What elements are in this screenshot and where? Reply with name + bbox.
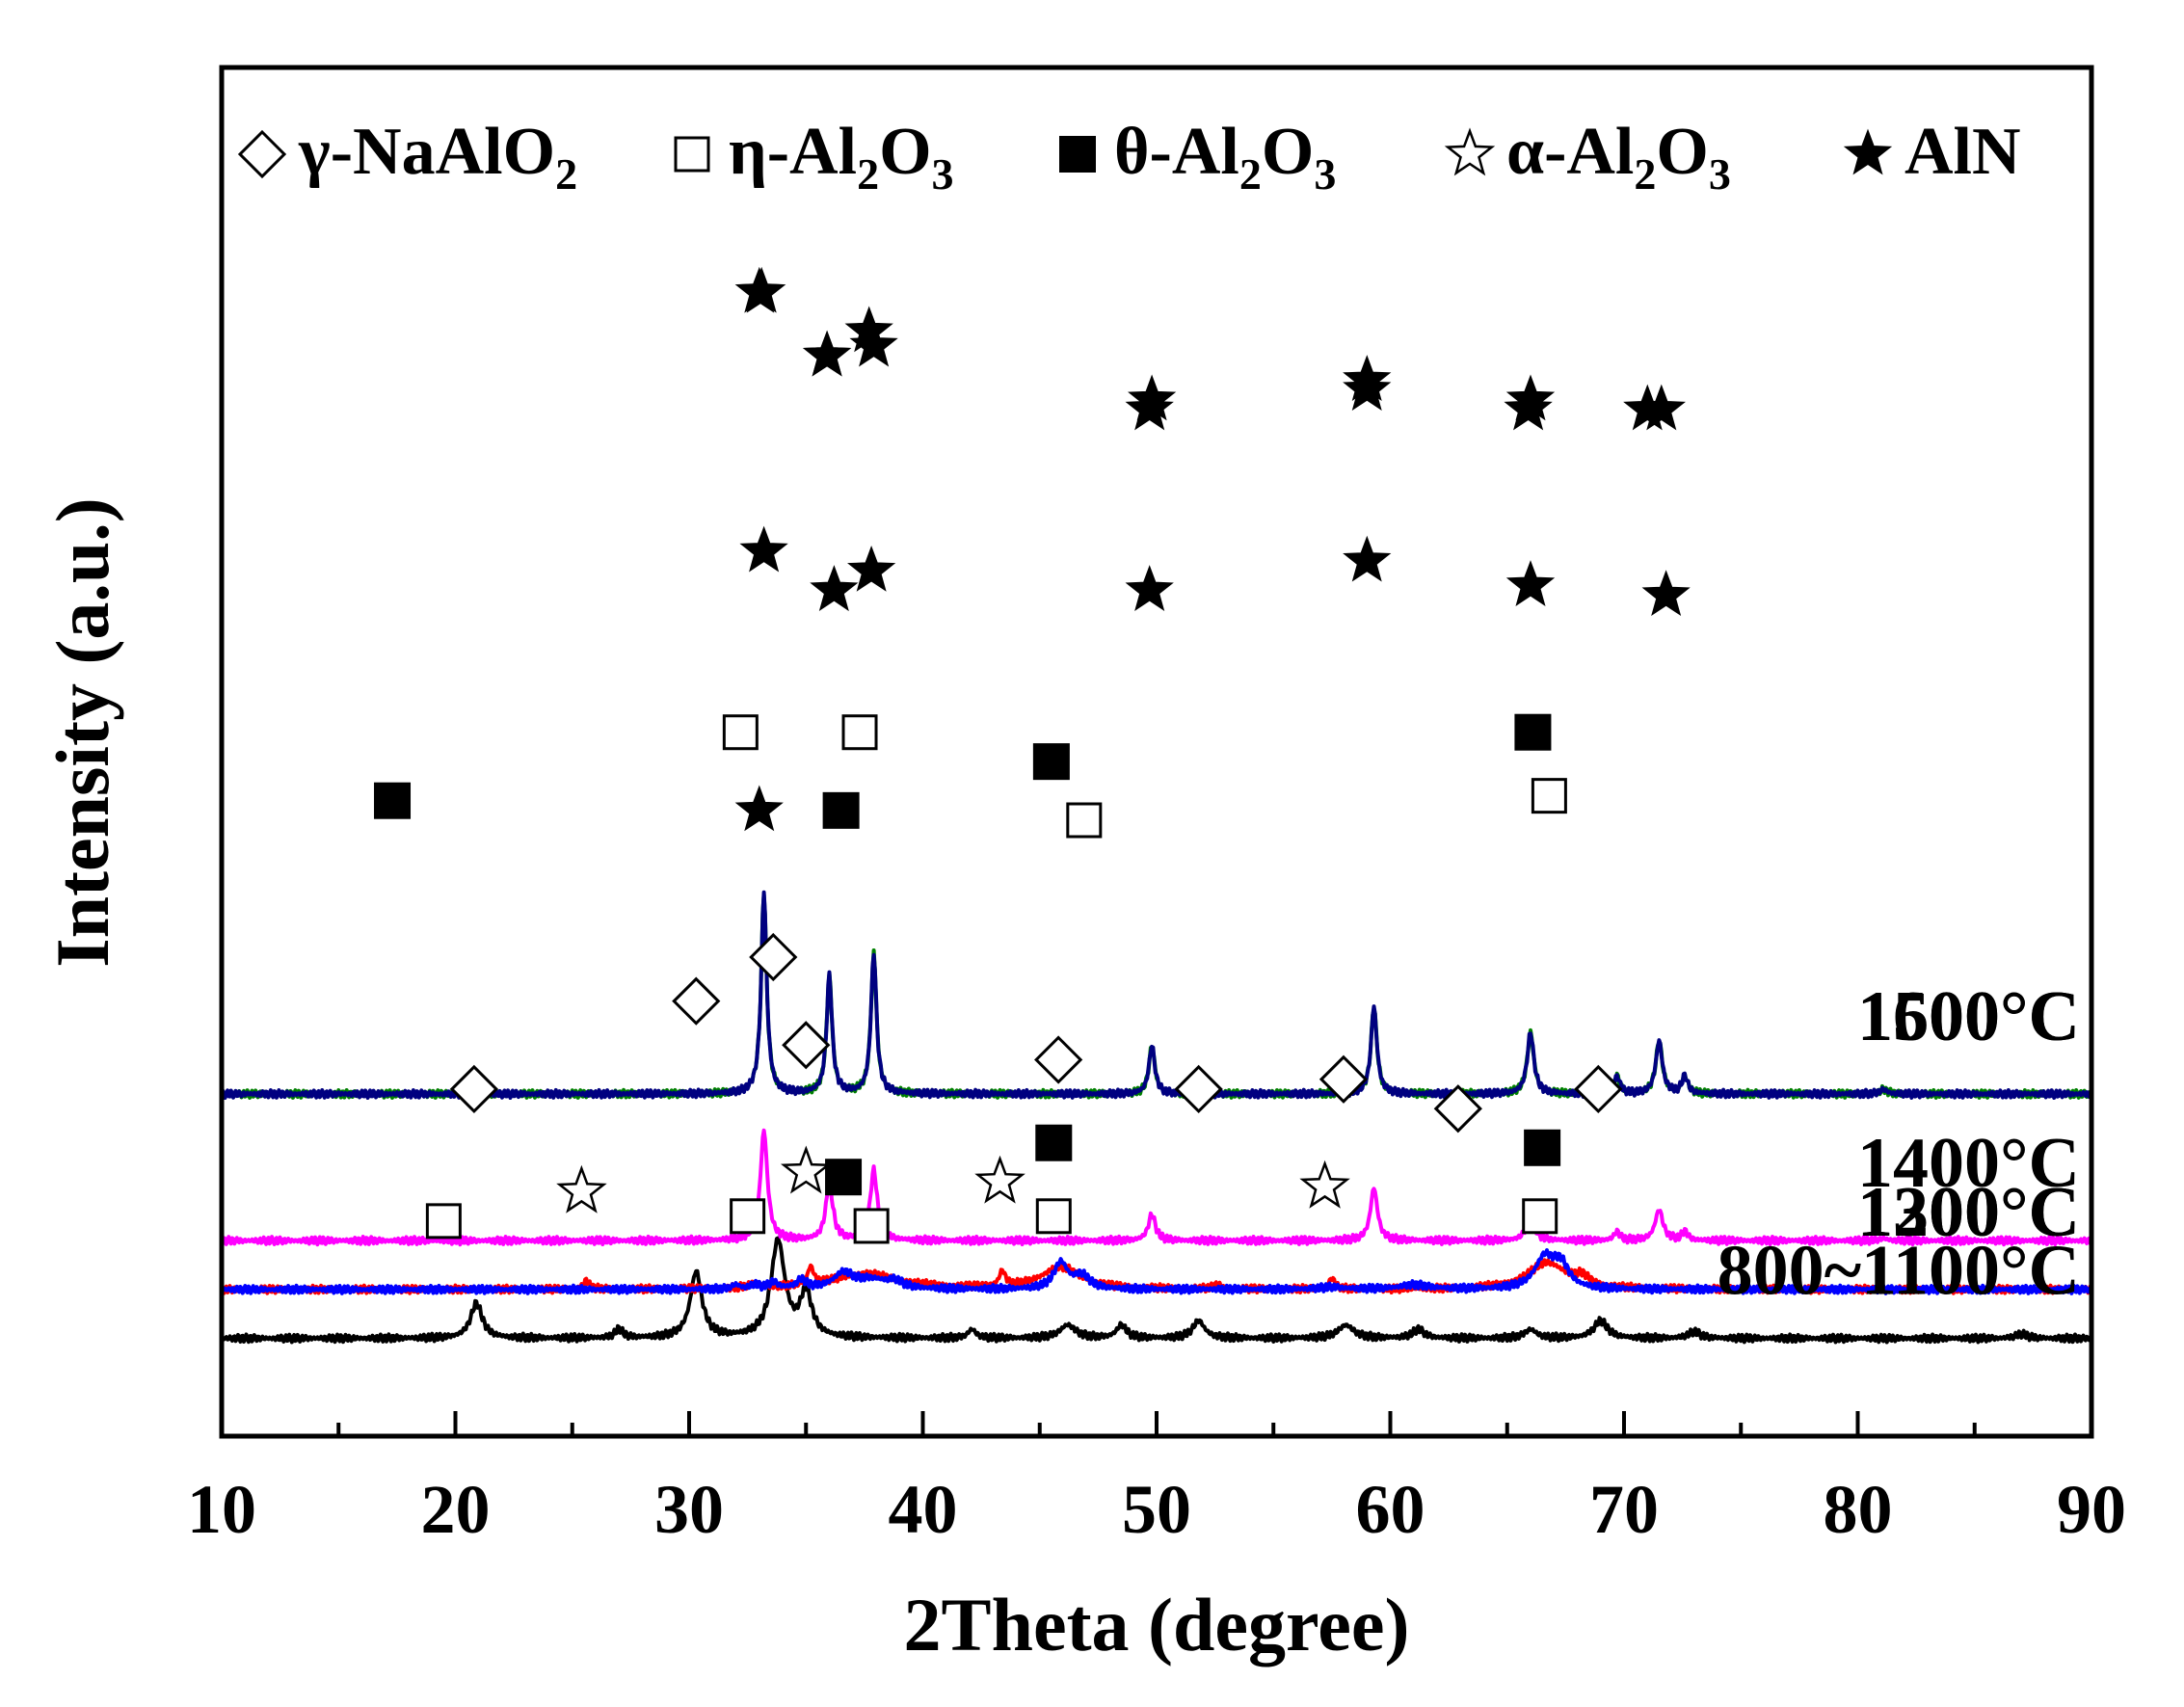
phase-marker-star-filled	[1504, 384, 1553, 431]
legend-symbol-star-filled	[1843, 128, 1893, 175]
phase-marker-star-filled	[810, 565, 859, 612]
phase-marker-star-filled	[739, 525, 788, 573]
phase-marker-star-filled	[1343, 535, 1392, 582]
legend-label: η-Al2O3	[729, 115, 954, 199]
phase-marker-square-open	[1522, 1198, 1558, 1235]
legend-text: O	[879, 115, 931, 189]
legend-symbol-star-open	[1444, 127, 1496, 176]
phase-marker-star-filled	[734, 785, 784, 832]
phase-marker-star-filled	[1623, 384, 1672, 431]
x-tick-label: 30	[654, 1471, 724, 1548]
legend-text: AlN	[1904, 115, 2021, 189]
legend-label: α-Al2O3	[1506, 115, 1731, 199]
phase-marker-star-open	[1299, 1160, 1350, 1209]
phase-marker-diamond-open	[1318, 1054, 1369, 1104]
phase-marker-diamond-open	[672, 976, 721, 1026]
phase-marker-square-open	[853, 1208, 890, 1244]
phase-marker-square-filled	[1032, 743, 1070, 781]
legend-subscript: 2	[555, 149, 577, 199]
legend-symbol-square-filled	[1059, 136, 1096, 173]
phase-marker-star-open	[974, 1155, 1025, 1204]
legend-text: O	[1262, 115, 1314, 189]
x-tick-label: 50	[1122, 1471, 1191, 1548]
legend-label: θ-Al2O3	[1114, 115, 1336, 199]
phase-marker-square-open	[1035, 1198, 1072, 1235]
series-line	[220, 1128, 2093, 1247]
phase-marker-square-open	[841, 714, 878, 751]
phase-marker-square-open	[722, 714, 759, 751]
phase-marker-star-filled	[847, 545, 896, 592]
series-label: 1500°C	[1857, 977, 2080, 1056]
phase-marker-square-filled	[1514, 713, 1552, 751]
phase-marker-star-filled	[1641, 570, 1691, 617]
phase-marker-star-open	[780, 1145, 832, 1194]
series-label: 1300°C	[1857, 1173, 2080, 1252]
phase-marker-square-open	[1531, 778, 1567, 814]
phase-marker-square-filled	[822, 791, 860, 829]
phase-marker-diamond-open	[782, 1021, 831, 1070]
x-tick-label: 40	[889, 1471, 958, 1548]
phase-marker-square-filled	[825, 1159, 863, 1196]
legend-symbol-diamond-open	[237, 129, 287, 179]
marker-layer	[374, 266, 1691, 1244]
legend: γ-NaAlO2 η-Al2O3 θ-Al2O3 α-Al2O3 AlN	[237, 115, 2021, 199]
x-tick-label: 80	[1824, 1471, 1893, 1548]
legend-subscript: 2	[857, 149, 879, 199]
series-line	[220, 890, 2093, 1100]
phase-marker-diamond-open	[1034, 1035, 1083, 1084]
phase-marker-star-filled	[1343, 364, 1392, 412]
x-tick-label: 10	[187, 1471, 256, 1548]
x-tick-label: 60	[1356, 1471, 1425, 1548]
legend-subscript: 3	[1314, 149, 1336, 199]
series-layer	[220, 890, 2093, 1345]
phase-marker-square-filled	[374, 782, 412, 819]
series-line	[220, 1248, 2093, 1295]
legend-label: AlN	[1904, 115, 2021, 189]
x-tick-label: 90	[2057, 1471, 2126, 1548]
legend-label: γ-NaAlO2	[298, 115, 577, 199]
x-tick-label: 70	[1589, 1471, 1659, 1548]
phase-marker-square-open	[1066, 802, 1103, 839]
series-label: 1600°C	[1857, 977, 2080, 1056]
x-axis-label: 2Theta (degree)	[904, 1583, 1410, 1667]
phase-marker-star-filled	[844, 306, 893, 353]
phase-marker-square-open	[425, 1203, 462, 1240]
legend-text: O	[1656, 115, 1708, 189]
phase-marker-diamond-open	[749, 932, 798, 982]
series-label: 1200°C	[1857, 1173, 2080, 1252]
phase-marker-star-filled	[1505, 560, 1556, 606]
phase-marker-diamond-open	[449, 1064, 499, 1114]
phase-marker-square-filled	[1035, 1124, 1073, 1161]
legend-subscript: 3	[932, 149, 954, 199]
phase-marker-star-filled	[1125, 565, 1174, 612]
phase-marker-star-filled	[802, 330, 852, 377]
legend-text: α-Al	[1506, 115, 1634, 189]
legend-text: θ-Al	[1114, 115, 1239, 189]
phase-marker-square-filled	[1524, 1129, 1561, 1166]
legend-text: η-Al	[729, 115, 857, 189]
x-axis: 10 20 30 40 50 60 70 80 90	[187, 1411, 2126, 1548]
phase-marker-diamond-open	[1174, 1064, 1223, 1114]
series-line	[221, 1236, 2093, 1345]
y-axis-label: Intensity (a.u.)	[40, 497, 124, 968]
phase-marker-star-filled	[1125, 384, 1174, 431]
phase-marker-star-filled	[734, 266, 784, 313]
phase-marker-diamond-open	[1433, 1084, 1482, 1134]
series-label: 800~1100°C	[1718, 1232, 2080, 1311]
phase-marker-diamond-open	[1574, 1064, 1623, 1114]
legend-subscript: 2	[1634, 149, 1656, 199]
phase-marker-star-open	[556, 1164, 607, 1214]
legend-text: γ-NaAlO	[298, 115, 555, 189]
series-label: 1400°C	[1857, 1124, 2080, 1203]
legend-symbol-square-open	[674, 136, 710, 173]
x-tick-label: 20	[421, 1471, 491, 1548]
legend-subscript: 2	[1239, 149, 1262, 199]
phase-marker-square-open	[730, 1198, 766, 1235]
legend-subscript: 3	[1709, 149, 1731, 199]
